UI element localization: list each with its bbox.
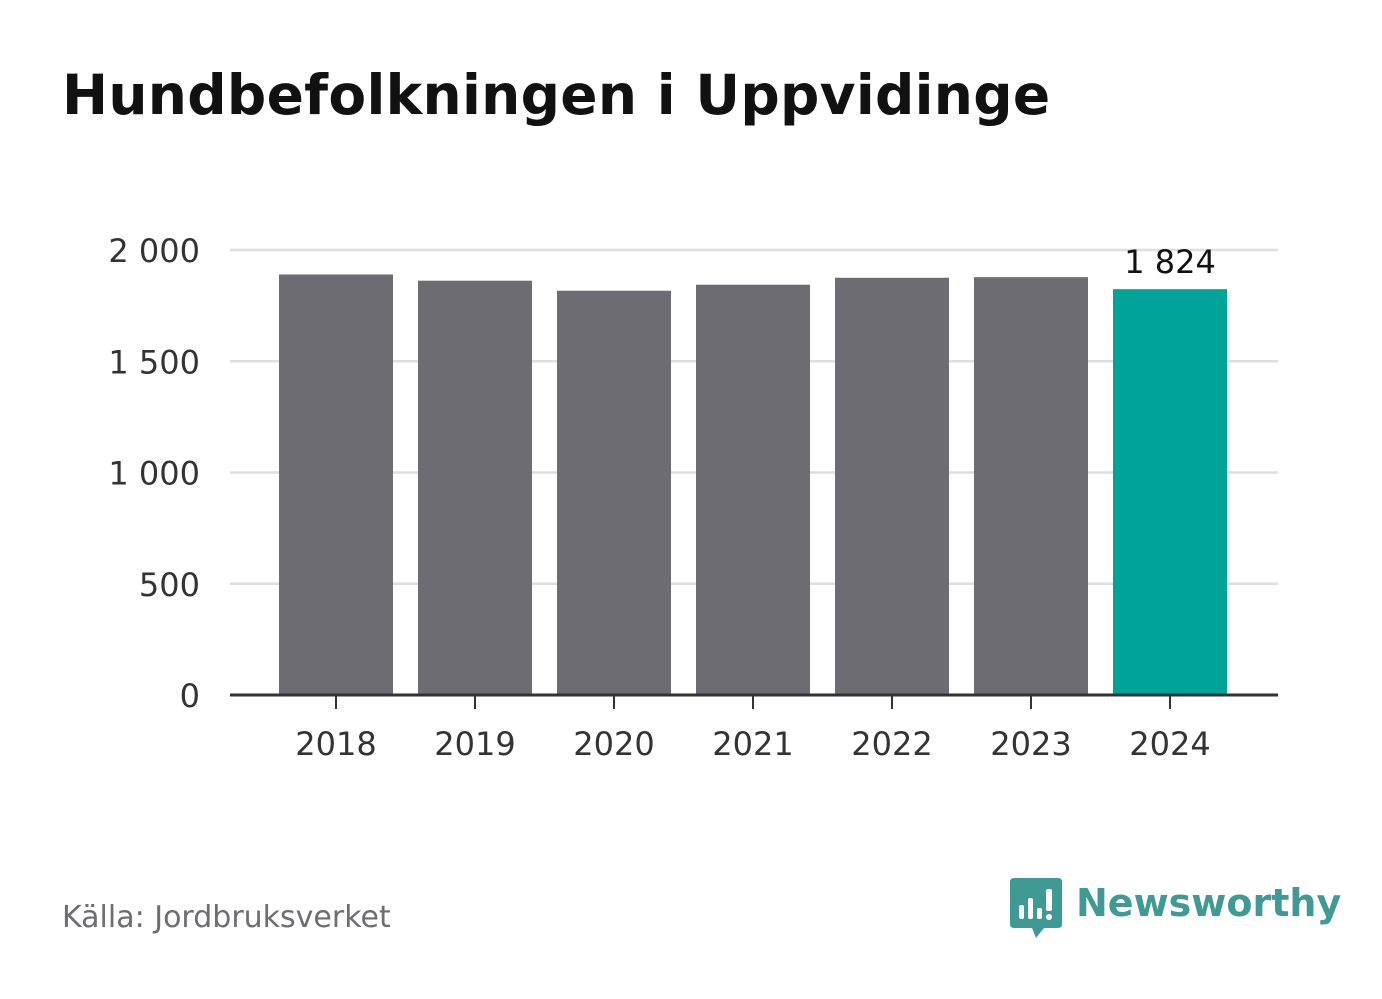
data-label: 1 824: [1124, 243, 1216, 281]
bar: [835, 277, 949, 695]
y-tick-label: 0: [180, 677, 200, 715]
brand-name: Newsworthy: [1076, 881, 1342, 925]
x-tick-label: 2019: [434, 725, 515, 763]
bar-highlight: [1113, 289, 1227, 695]
bar: [696, 284, 810, 695]
y-tick-label: 1 500: [108, 343, 200, 381]
x-tick-label: 2021: [712, 725, 793, 763]
newsworthy-logo-icon: [1010, 878, 1062, 938]
x-tick-label: 2022: [851, 725, 932, 763]
source-note: Källa: Jordbruksverket: [62, 900, 391, 935]
x-tick-label: 2020: [573, 725, 654, 763]
y-tick-label: 2 000: [108, 232, 200, 270]
bar: [279, 274, 393, 695]
bar: [974, 277, 1088, 695]
bar: [418, 280, 532, 695]
x-tick-label: 2018: [295, 725, 376, 763]
y-tick-label: 500: [139, 566, 200, 604]
x-tick-label: 2023: [990, 725, 1071, 763]
x-tick-label: 2024: [1129, 725, 1210, 763]
newsworthy-logo: Newsworthy: [1010, 878, 1341, 942]
chart-title: Hundbefolkningen i Uppvidinge: [62, 63, 1051, 127]
y-tick-label: 1 000: [108, 455, 200, 493]
bar: [557, 290, 671, 695]
